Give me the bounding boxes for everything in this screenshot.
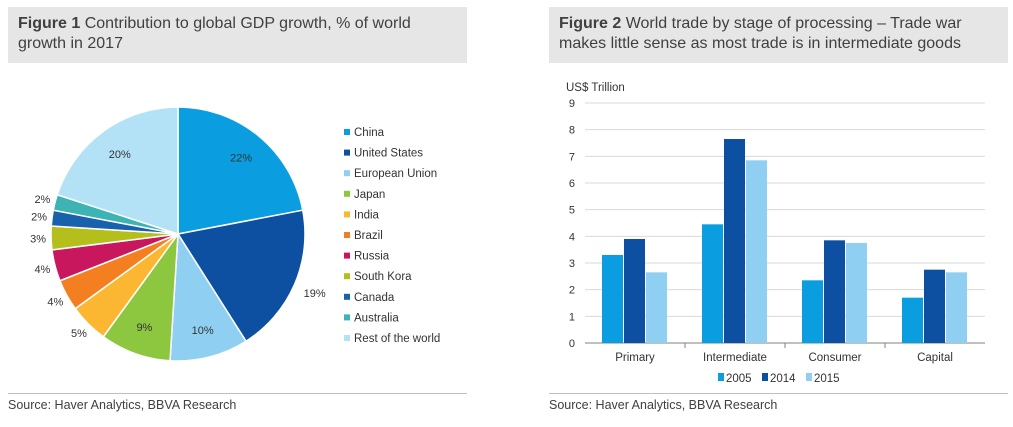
legend-swatch-brazil [344,232,350,238]
y-tick-label: 6 [569,178,575,190]
pie-label-european-union: 10% [192,325,214,337]
bar-intermediate-2014 [724,139,745,343]
x-tick-label-primary: Primary [615,352,655,364]
bar-legend-item-2005: 2005 [726,373,752,385]
pie-label-south-kora: 3% [30,233,46,245]
bar-capital-2005 [902,297,923,343]
legend-swatch-russia [344,252,350,259]
y-tick-label: 4 [569,231,575,243]
y-tick-label: 0 [569,338,575,350]
figure1-panel: Figure 1 Contribution to global GDP grow… [8,7,467,63]
legend-item-japan: Japan [354,189,385,201]
legend-swatch-european-union [344,170,350,177]
pie-slice-european-union [169,231,248,362]
legend-item-australia: Australia [354,312,399,324]
legend-swatch-japan [344,190,350,197]
y-axis-title: US$ Trillion [566,82,625,94]
legend-item-china: China [354,127,385,139]
figure1-title-text: Contribution to global GDP growth, % of … [18,15,411,52]
x-tick-label-intermediate: Intermediate [703,352,767,364]
bar-legend-item-2014: 2014 [770,373,796,385]
pie-label-russia: 4% [34,264,50,276]
legend-swatch-rest-of-the-world [344,335,350,341]
bar-consumer-2015 [846,243,867,343]
legend-swatch-australia [344,314,350,321]
y-tick-label: 3 [569,258,575,270]
legend-item-russia: Russia [354,251,390,263]
figure1-label: Figure 1 [18,15,81,32]
bar-primary-2015 [646,272,667,343]
bar-legend-swatch-2014 [762,373,768,381]
legend-swatch-canada [344,293,350,300]
bar-legend-swatch-2005 [718,373,724,381]
x-tick-label-capital: Capital [917,352,953,364]
legend-item-european-union: European Union [354,168,437,180]
y-tick-label: 7 [569,151,575,163]
y-tick-label: 9 [569,98,575,110]
pie-label-rest-of-the-world: 20% [109,149,131,161]
y-tick-label: 5 [569,205,575,217]
pie-label-australia: 2% [34,194,50,206]
legend-swatch-united-states [344,149,350,156]
figure2-label: Figure 2 [559,15,622,32]
x-tick-label-consumer: Consumer [808,352,861,364]
pie-slice-rest-of-the-world [56,106,179,236]
bar-legend-swatch-2015 [806,373,812,381]
figure2-source: Source: Haver Analytics, BBVA Research [549,393,1008,412]
pie-label-china: 22% [230,153,252,165]
bar-capital-2015 [946,272,967,343]
pie-label-canada: 2% [31,212,47,224]
bar-intermediate-2005 [702,224,723,343]
figure1-title: Figure 1 Contribution to global GDP grow… [8,7,467,63]
legend-swatch-india [344,211,350,218]
pie-slice-china [177,106,304,235]
bar-consumer-2005 [802,280,823,343]
legend-item-united-states: United States [354,148,423,160]
figure1-source: Source: Haver Analytics, BBVA Research [8,393,467,412]
figure2-title-text: World trade by stage of processing – Tra… [559,15,962,52]
legend-item-canada: Canada [354,292,395,304]
pie-label-india: 5% [71,328,87,340]
bar-capital-2014 [924,269,945,343]
bar-legend-item-2015: 2015 [814,373,840,385]
y-tick-label: 1 [569,311,575,323]
legend-item-brazil: Brazil [354,230,383,242]
bar-consumer-2014 [824,240,845,343]
bar-intermediate-2015 [746,160,767,343]
legend-swatch-south-kora [344,273,350,280]
bar-primary-2014 [624,239,645,343]
figure2-panel: Figure 2 World trade by stage of process… [549,7,1008,63]
y-tick-label: 8 [569,125,575,137]
pie-label-brazil: 4% [47,296,63,308]
pie-label-japan: 9% [136,322,152,334]
legend-item-india: India [354,209,380,221]
bar-primary-2005 [602,255,623,343]
legend-item-south-kora: South Kora [354,271,412,283]
pie-slice-united-states [176,209,306,343]
pie-label-united-states: 19% [304,288,326,300]
figure2-title: Figure 2 World trade by stage of process… [549,7,1008,63]
legend-item-rest-of-the-world: Rest of the world [354,333,440,345]
legend-swatch-china [344,129,350,135]
y-tick-label: 2 [569,285,575,297]
